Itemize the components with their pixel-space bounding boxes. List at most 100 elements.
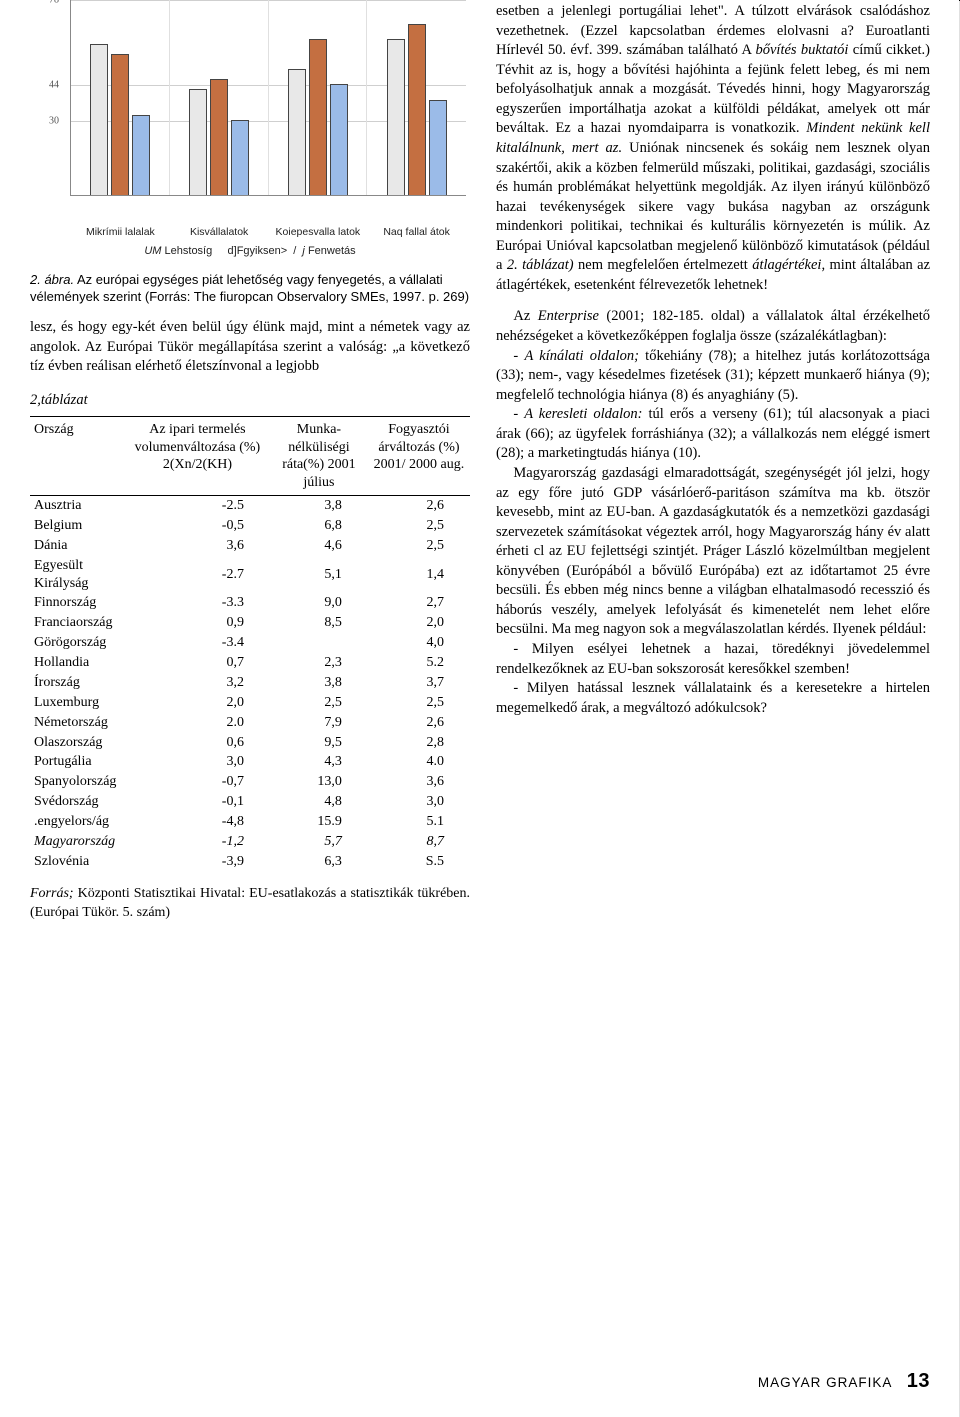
table-row: Hollandia0,72,35.2 — [30, 653, 470, 673]
value-cell: -3,9 — [125, 852, 270, 872]
body-paragraph: esetben a jelenlegi portugáliai lehet". … — [496, 2, 930, 295]
country-cell: Egyesült Királyság — [30, 556, 125, 593]
value-cell: 13,0 — [270, 772, 368, 792]
table-title: 2,táblázat — [30, 391, 470, 411]
country-cell: Finnország — [30, 593, 125, 613]
value-cell: 2,8 — [368, 732, 470, 752]
legend-item: UM — [144, 245, 161, 257]
country-cell: Ausztria — [30, 496, 125, 516]
value-cell: 4,6 — [270, 536, 368, 556]
y-tick: 44 — [49, 79, 59, 93]
bar — [231, 120, 249, 195]
value-cell: 0,7 — [125, 653, 270, 673]
country-cell: Írország — [30, 673, 125, 693]
table-row: Szlovénia-3,96,3S.5 — [30, 852, 470, 872]
value-cell: -1,2 — [125, 832, 270, 852]
value-cell: 3,0 — [368, 792, 470, 812]
country-cell: Németország — [30, 712, 125, 732]
value-cell: 2,5 — [368, 536, 470, 556]
value-cell: 2.0 — [125, 712, 270, 732]
country-cell: Luxemburg — [30, 693, 125, 713]
table-header: Fogyasztói árváltozás (%) 2001/ 2000 aug… — [368, 417, 470, 496]
bar — [330, 84, 348, 195]
value-cell: 2,5 — [270, 693, 368, 713]
value-cell: 0,9 — [125, 613, 270, 633]
value-cell: 3,7 — [368, 673, 470, 693]
table-row: Írország3,23,83,7 — [30, 673, 470, 693]
value-cell: 2,0 — [125, 693, 270, 713]
y-tick: 30 — [49, 114, 59, 128]
page-number: 13 — [907, 1370, 930, 1392]
body-paragraph: - Milyen hatással lesznek vállalataink é… — [496, 679, 930, 718]
table-row: Svédország-0,14,83,0 — [30, 792, 470, 812]
chart-legend: UM Lehstosíg d]Fgyiksen> / j Fenwetás — [30, 244, 470, 259]
value-cell: 2,0 — [368, 613, 470, 633]
table-row: Luxemburg2,02,52,5 — [30, 693, 470, 713]
legend-item: d]Fgyiksen> — [228, 245, 288, 257]
value-cell: 6,8 — [270, 516, 368, 536]
table-row: Spanyolország-0,713,03,6 — [30, 772, 470, 792]
table-row: Dánia3,64,62,5 — [30, 536, 470, 556]
value-cell: 2,6 — [368, 496, 470, 516]
body-paragraph: - Milyen esélyei lehetnek a hazai, töred… — [496, 640, 930, 679]
value-cell: -0,5 — [125, 516, 270, 536]
bar — [132, 115, 150, 195]
value-cell: 9,5 — [270, 732, 368, 752]
value-cell: 7,9 — [270, 712, 368, 732]
value-cell: 5.2 — [368, 653, 470, 673]
bar — [429, 100, 447, 195]
table-source: Forrás; Központi Statisztikai Hivatal: E… — [30, 885, 470, 921]
body-paragraph: - A kínálati oldalon; tőkehiány (78); a … — [496, 347, 930, 406]
bar — [111, 54, 129, 195]
value-cell: 3,6 — [125, 536, 270, 556]
table-header: Ország — [30, 417, 125, 496]
table-row: Finnország-3.39,02,7 — [30, 593, 470, 613]
value-cell: 4,8 — [270, 792, 368, 812]
table-header: Munka-nélküliségi ráta(%) 2001 július — [270, 417, 368, 496]
legend-item: Fenwetás — [308, 245, 356, 257]
body-paragraph: Magyarország gazdasági elmaradottságát, … — [496, 464, 930, 640]
x-category: Koiepesvalla latok — [263, 225, 373, 239]
footer-brand: MAGYAR GRAFIKA — [758, 1375, 893, 1390]
legend-item: Lehstosíg — [165, 245, 213, 257]
data-table: Ország Az ipari termelés volumenváltozás… — [30, 416, 470, 871]
country-cell: .engyelors/ág — [30, 812, 125, 832]
value-cell: 4,3 — [270, 752, 368, 772]
value-cell: 6,3 — [270, 852, 368, 872]
table-row: Olaszország0,69,52,8 — [30, 732, 470, 752]
table-header: Az ipari termelés volumenváltozása (%) 2… — [125, 417, 270, 496]
value-cell: 5,1 — [270, 556, 368, 593]
value-cell: -4,8 — [125, 812, 270, 832]
value-cell: -2.7 — [125, 556, 270, 593]
value-cell: 3,8 — [270, 496, 368, 516]
bar — [288, 69, 306, 195]
country-cell: Franciaország — [30, 613, 125, 633]
value-cell — [270, 633, 368, 653]
value-cell: 2,7 — [368, 593, 470, 613]
table-row: Görögország-3.44,0 — [30, 633, 470, 653]
value-cell: 8,7 — [368, 832, 470, 852]
country-cell: Görögország — [30, 633, 125, 653]
value-cell: 3,8 — [270, 673, 368, 693]
table-row: Egyesült Királyság-2.75,11,4 — [30, 556, 470, 593]
country-cell: Dánia — [30, 536, 125, 556]
x-category: Mikrímii lalalak — [65, 225, 175, 239]
country-cell: Hollandia — [30, 653, 125, 673]
table-row: Portugália3,04,34.0 — [30, 752, 470, 772]
table-row: Ausztria-2.53,82,6 — [30, 496, 470, 516]
value-cell: 5,7 — [270, 832, 368, 852]
page-footer: MAGYAR GRAFIKA 13 — [758, 1368, 930, 1395]
value-cell: 1,4 — [368, 556, 470, 593]
bar — [408, 24, 426, 195]
bar — [387, 39, 405, 195]
value-cell: -2.5 — [125, 496, 270, 516]
country-cell: Belgium — [30, 516, 125, 536]
value-cell: 3,0 — [125, 752, 270, 772]
country-cell: Spanyolország — [30, 772, 125, 792]
country-cell: Olaszország — [30, 732, 125, 752]
value-cell: -3.3 — [125, 593, 270, 613]
x-category: Naq fallal átok — [362, 225, 472, 239]
value-cell: 5.1 — [368, 812, 470, 832]
body-paragraph: lesz, és hogy egy-két éven belül úgy élü… — [30, 318, 470, 377]
table-row: Franciaország0,98,52,0 — [30, 613, 470, 633]
